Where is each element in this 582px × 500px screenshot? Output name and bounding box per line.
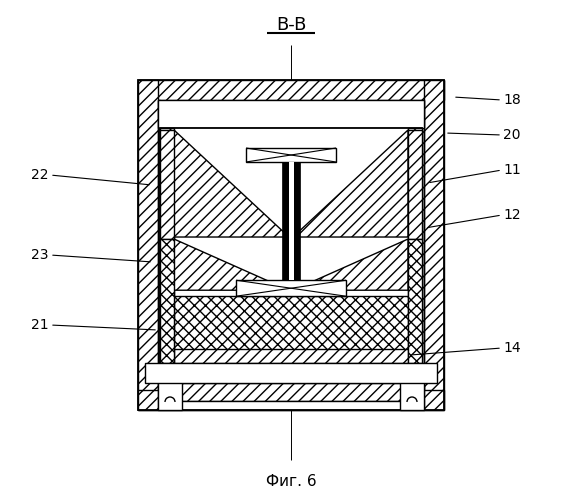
Polygon shape	[174, 130, 289, 237]
Bar	[158, 383, 424, 401]
Text: B-B: B-B	[276, 16, 306, 34]
Text: 22: 22	[31, 168, 49, 182]
Bar	[408, 239, 422, 363]
Bar	[158, 100, 160, 375]
Bar	[160, 128, 174, 365]
Bar	[158, 378, 182, 410]
Text: 20: 20	[503, 128, 520, 142]
Bar	[424, 80, 444, 410]
Bar	[160, 130, 174, 239]
Bar	[422, 100, 424, 375]
Bar	[236, 280, 346, 296]
Bar	[138, 80, 444, 410]
Bar	[160, 239, 174, 363]
Bar	[246, 148, 336, 162]
Bar	[174, 296, 408, 361]
Polygon shape	[293, 130, 408, 237]
Bar	[158, 100, 424, 390]
Bar	[160, 128, 422, 365]
Bar	[158, 401, 424, 410]
Text: 18: 18	[503, 93, 521, 107]
Text: 21: 21	[31, 318, 49, 332]
Text: 23: 23	[31, 248, 49, 262]
Bar	[158, 100, 424, 128]
Bar	[138, 390, 444, 410]
Bar	[408, 130, 422, 239]
Bar	[145, 363, 437, 383]
Polygon shape	[293, 239, 408, 290]
Bar	[282, 162, 300, 280]
Bar	[289, 162, 294, 280]
Text: 12: 12	[503, 208, 521, 222]
Bar	[174, 349, 408, 363]
Polygon shape	[174, 239, 289, 290]
Text: Фиг. 6: Фиг. 6	[266, 474, 316, 490]
Bar	[408, 128, 422, 365]
Bar	[400, 378, 424, 410]
Bar	[138, 80, 158, 410]
Bar	[138, 80, 444, 100]
Text: 14: 14	[503, 341, 521, 355]
Text: 11: 11	[503, 163, 521, 177]
